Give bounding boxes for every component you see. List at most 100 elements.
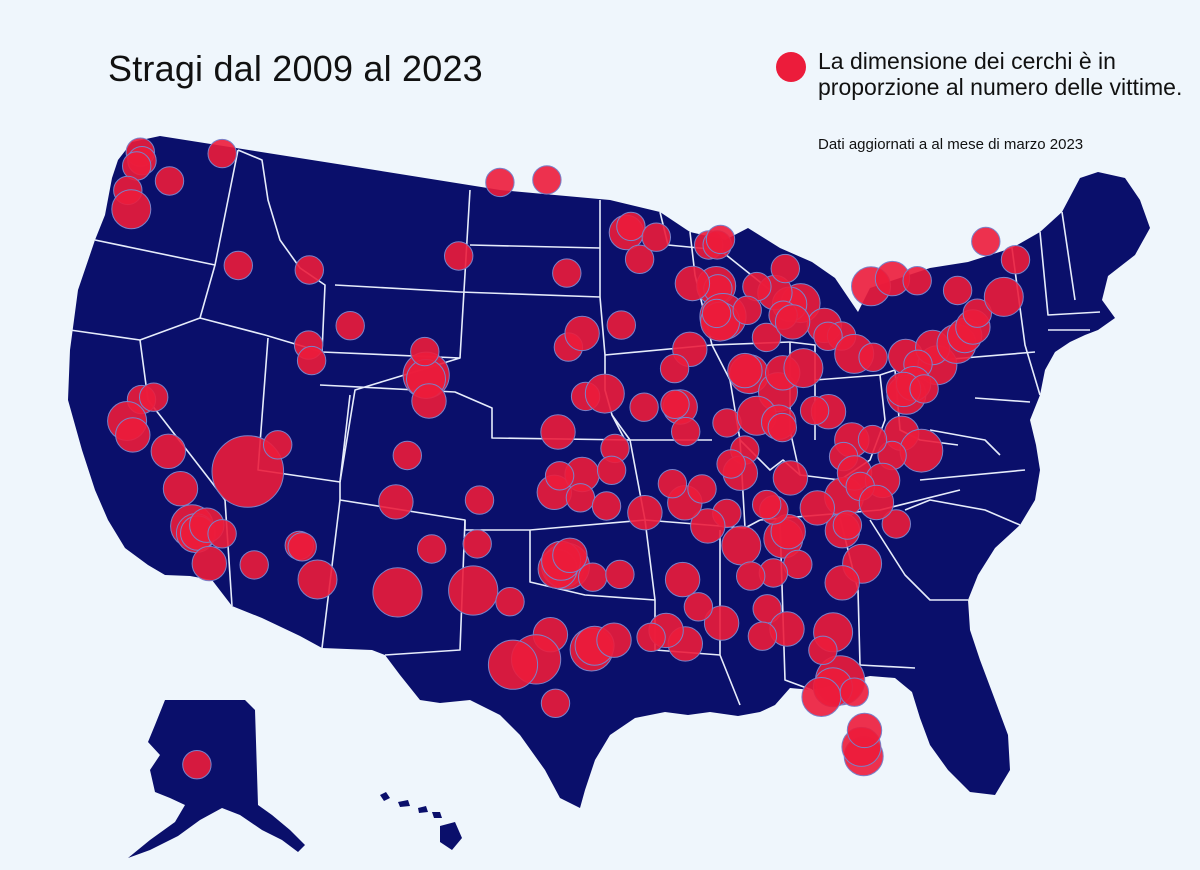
incident-circle bbox=[191, 545, 228, 582]
incident-circle bbox=[485, 167, 515, 198]
incident-circle bbox=[584, 373, 625, 414]
incident-circle bbox=[690, 508, 726, 544]
incident-circle bbox=[902, 266, 932, 296]
incident-circle bbox=[909, 374, 939, 404]
incident-circle bbox=[674, 265, 711, 302]
incident-circle bbox=[335, 311, 365, 341]
map-title: Stragi dal 2009 al 2023 bbox=[108, 48, 483, 89]
incident-circle bbox=[606, 310, 636, 340]
incident-circle bbox=[736, 561, 766, 591]
incident-circle bbox=[627, 495, 663, 531]
incident-circle bbox=[799, 490, 835, 526]
incident-circle bbox=[372, 567, 423, 618]
incident-circle bbox=[532, 165, 562, 195]
incident-circle bbox=[824, 565, 860, 601]
incident-circle bbox=[417, 534, 447, 564]
incident-circle bbox=[207, 138, 237, 169]
incident-circle bbox=[770, 253, 800, 284]
incident-circle bbox=[552, 537, 588, 573]
incident-circle bbox=[772, 460, 809, 496]
incident-circle bbox=[223, 250, 254, 281]
incident-circle bbox=[296, 345, 327, 376]
incident-circle bbox=[540, 688, 571, 718]
incident-circle bbox=[487, 639, 539, 690]
incident-circle bbox=[808, 635, 838, 665]
incident-circle bbox=[1000, 245, 1031, 275]
incident-circle bbox=[495, 587, 525, 617]
incident-circle bbox=[624, 244, 655, 274]
incident-circle bbox=[942, 275, 973, 306]
incident-circle bbox=[596, 622, 632, 658]
incident-circle bbox=[641, 222, 671, 252]
incident-circle bbox=[111, 189, 152, 230]
incident-circle bbox=[857, 424, 888, 455]
incident-circle bbox=[705, 224, 736, 255]
incident-circle bbox=[263, 430, 293, 460]
incident-circle bbox=[701, 298, 732, 329]
incident-circle bbox=[591, 491, 622, 521]
incident-circle bbox=[846, 712, 883, 749]
incident-circle bbox=[182, 750, 212, 780]
incident-circle bbox=[832, 510, 863, 540]
incident-circle bbox=[881, 509, 911, 539]
incident-circle bbox=[732, 295, 762, 325]
incident-circle bbox=[716, 449, 746, 479]
incident-circle bbox=[150, 433, 187, 469]
incident-circle bbox=[596, 455, 627, 485]
incident-circle bbox=[294, 255, 324, 285]
incident-circle bbox=[664, 561, 701, 598]
incident-circle bbox=[767, 412, 797, 443]
incident-circle bbox=[783, 348, 824, 389]
incident-circle bbox=[411, 383, 447, 419]
incident-circle bbox=[858, 484, 895, 521]
incident-circle bbox=[983, 276, 1024, 317]
incident-circle bbox=[552, 258, 582, 288]
incident-circle bbox=[799, 395, 830, 426]
incident-circle bbox=[565, 483, 596, 513]
incident-circle bbox=[971, 226, 1001, 257]
incident-circle bbox=[207, 519, 237, 549]
incident-circle bbox=[616, 211, 646, 242]
incident-circle bbox=[727, 352, 763, 389]
incident-circle bbox=[162, 471, 199, 507]
incident-circle bbox=[747, 621, 778, 651]
incident-circle bbox=[605, 559, 635, 590]
incident-circle bbox=[712, 408, 742, 438]
incident-circle bbox=[657, 469, 688, 499]
incident-circle bbox=[239, 550, 269, 580]
incident-circle bbox=[660, 389, 690, 419]
incident-circle bbox=[687, 474, 717, 504]
incident-circle bbox=[774, 304, 811, 340]
incident-circles bbox=[107, 137, 1031, 780]
incident-circle bbox=[671, 416, 701, 447]
incident-circle bbox=[154, 166, 185, 196]
incident-circle bbox=[540, 414, 576, 450]
incident-circle bbox=[564, 315, 600, 352]
incident-circle bbox=[462, 529, 492, 559]
incident-circle bbox=[629, 392, 659, 422]
legend-text: La dimensione dei cerchi è in proporzion… bbox=[818, 48, 1183, 100]
incident-circle bbox=[578, 562, 608, 592]
incident-circle bbox=[636, 622, 666, 652]
incident-circle bbox=[703, 605, 740, 641]
incident-circle bbox=[211, 435, 285, 508]
incident-circle bbox=[858, 342, 888, 372]
incident-circle bbox=[378, 484, 414, 520]
incident-circle bbox=[659, 353, 690, 384]
incident-circle bbox=[962, 298, 992, 328]
incident-circle bbox=[448, 565, 499, 616]
incident-circle bbox=[115, 417, 151, 453]
incident-circle bbox=[392, 440, 422, 471]
hawaii bbox=[380, 792, 462, 850]
incident-circle bbox=[297, 559, 338, 600]
incident-circle bbox=[801, 677, 842, 717]
incident-circle bbox=[444, 241, 474, 271]
alaska bbox=[128, 700, 305, 858]
incident-circle bbox=[683, 592, 714, 622]
incident-circle bbox=[839, 677, 870, 707]
incident-circle bbox=[544, 461, 575, 491]
incident-circle bbox=[410, 336, 440, 367]
data-update-note: Dati aggiornati a al mese di marzo 2023 bbox=[818, 136, 1084, 153]
incident-circle bbox=[752, 489, 782, 520]
